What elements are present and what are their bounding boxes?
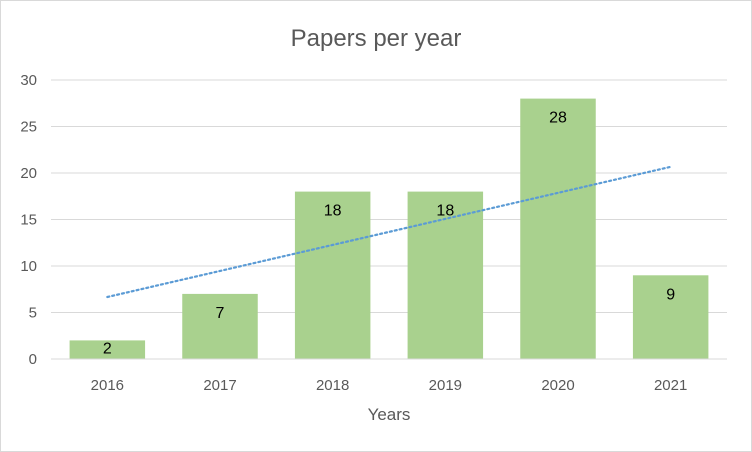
x-tick-label: 2017	[203, 377, 236, 394]
data-label-2021: 9	[666, 286, 675, 303]
bar-2018	[294, 191, 371, 359]
y-tick-label: 15	[20, 212, 37, 229]
bar-2020	[520, 98, 596, 359]
trendline	[106, 165, 672, 299]
y-tick-label: 5	[29, 305, 37, 322]
gridlines	[51, 79, 727, 313]
y-axis-ticks: 0 5 10 15 20 25 30	[20, 72, 37, 368]
x-tick-label: 2016	[91, 377, 124, 394]
x-tick-label: 2021	[654, 377, 687, 394]
bar-2017	[182, 293, 258, 359]
x-axis-ticks: 2016 2017 2018 2019 2020 2021	[91, 377, 688, 394]
data-labels: 2 7 18 18 28 9	[103, 110, 675, 358]
y-tick-label: 25	[20, 119, 37, 136]
bar-2021	[632, 275, 709, 359]
x-tick-label: 2018	[316, 377, 349, 394]
data-label-2018: 18	[324, 203, 342, 220]
data-label-2020: 28	[549, 110, 567, 127]
chart-title: Papers per year	[291, 25, 462, 52]
data-label-2019: 18	[436, 203, 454, 220]
x-tick-label: 2019	[429, 377, 462, 394]
trendline-group	[106, 165, 672, 299]
x-axis-title: Years	[368, 405, 411, 424]
data-label-2016: 2	[103, 340, 112, 357]
y-tick-label: 30	[20, 72, 37, 89]
y-tick-label: 20	[20, 165, 37, 182]
bars	[69, 98, 709, 359]
y-tick-label: 0	[29, 351, 37, 368]
data-label-2017: 7	[216, 305, 225, 322]
x-tick-label: 2020	[541, 377, 574, 394]
y-tick-label: 10	[20, 258, 37, 275]
bar-2016	[69, 340, 146, 359]
